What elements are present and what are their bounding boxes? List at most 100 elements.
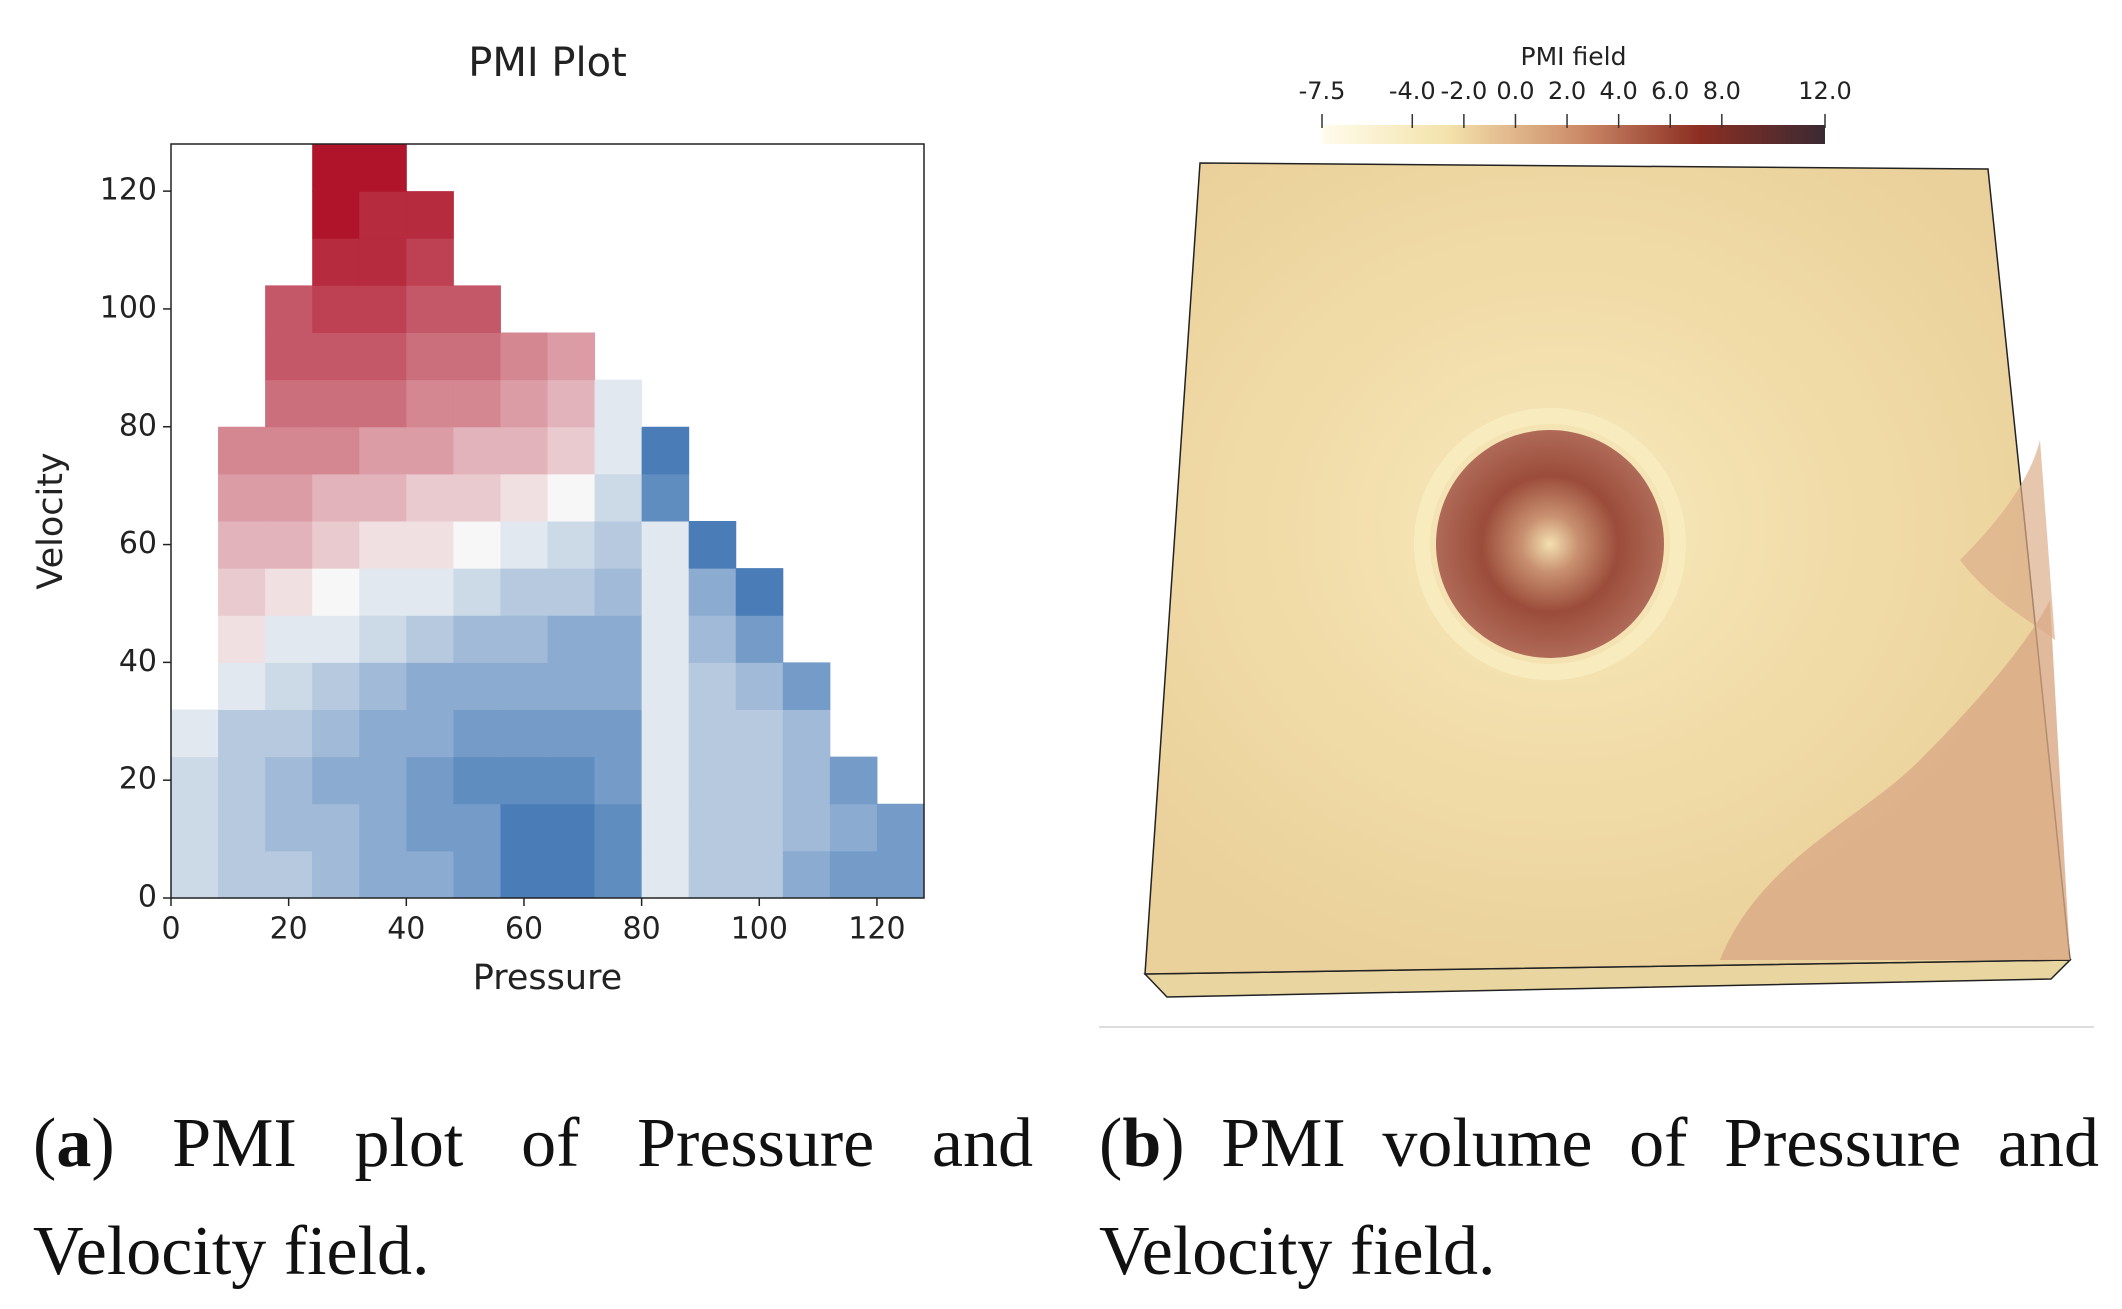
heat-cell: [265, 568, 313, 616]
colorbar-tick-label: 2.0: [1548, 77, 1586, 105]
heat-cell: [782, 709, 831, 758]
caption: (a) PMI plot of Pressure and Velocity fi…: [33, 1090, 1033, 1306]
heat-cell: [453, 521, 501, 569]
heat-cell: [594, 568, 643, 616]
heat-cell: [594, 426, 643, 475]
heat-cell: [594, 756, 643, 805]
caption: (b) PMI volume of Pressure and Velocity …: [1099, 1090, 2099, 1306]
y-tick-label: 40: [119, 644, 157, 679]
heat-cell: [688, 615, 737, 663]
heat-cell: [641, 709, 690, 758]
y-tick-label: 120: [100, 173, 157, 208]
caption-text: (: [1099, 1105, 1123, 1182]
heat-cell: [218, 568, 266, 616]
volume-patch: [1720, 600, 2070, 960]
heat-cell: [500, 850, 548, 899]
heat-cell: [171, 803, 219, 852]
heat-cell: [359, 191, 407, 239]
heat-cell: [641, 521, 690, 569]
heat-cell: [359, 615, 407, 663]
colorbar: [1322, 125, 1825, 144]
heat-cell: [547, 615, 596, 663]
colorbar-tick-label: 8.0: [1703, 77, 1741, 105]
heat-cell: [359, 426, 407, 475]
heat-cell: [688, 850, 737, 899]
heat-cell: [594, 662, 643, 710]
x-tick-label: 40: [387, 912, 425, 947]
heat-cell: [359, 285, 407, 333]
y-tick-label: 80: [119, 408, 157, 443]
heat-cell: [547, 473, 596, 522]
heat-cell: [735, 850, 784, 899]
heat-cell: [218, 709, 266, 758]
heat-cell: [359, 803, 407, 852]
heat-cell: [782, 803, 831, 852]
heat-cell: [500, 426, 548, 475]
heat-cell: [594, 521, 643, 569]
heat-cell: [265, 803, 313, 852]
heat-cell: [453, 662, 501, 710]
heat-cell: [688, 521, 737, 569]
heat-cell: [547, 662, 596, 710]
heat-cell: [406, 332, 454, 381]
plot-frame: [170, 143, 925, 899]
heat-cell: [218, 426, 266, 475]
colorbar-tick-label: -7.5: [1299, 77, 1346, 105]
heat-cell: [359, 850, 407, 899]
heat-cell: [594, 379, 643, 428]
heat-cell: [876, 850, 925, 899]
heat-cell: [594, 709, 643, 758]
heat-cell: [218, 521, 266, 569]
heat-cell: [359, 756, 407, 805]
heat-cell: [594, 850, 643, 899]
heat-cell: [312, 426, 360, 475]
heat-cell: [594, 803, 643, 852]
colorbar-tick-label: 4.0: [1600, 77, 1638, 105]
heat-cell: [312, 803, 360, 852]
heat-cell: [782, 756, 831, 805]
heat-cell: [594, 473, 643, 522]
heat-cell: [782, 850, 831, 899]
heat-cell: [547, 332, 596, 381]
heat-cell: [735, 568, 784, 616]
heat-cell: [406, 473, 454, 522]
x-axis-label: Pressure: [473, 958, 622, 998]
heat-cell: [500, 662, 548, 710]
heat-cell: [312, 332, 360, 381]
eye: [1436, 430, 1664, 658]
heat-cell: [406, 521, 454, 569]
heat-cell: [500, 332, 548, 381]
heat-cell: [359, 332, 407, 381]
heat-cell: [735, 709, 784, 758]
heat-cell: [359, 521, 407, 569]
heat-cell: [453, 615, 501, 663]
heat-cell: [688, 803, 737, 852]
heat-cell: [406, 615, 454, 663]
heat-cell: [453, 332, 501, 381]
heat-cell: [265, 379, 313, 428]
heat-cell: [641, 756, 690, 805]
heat-cell: [453, 568, 501, 616]
y-axis-label: Velocity: [31, 452, 71, 589]
heat-cell: [171, 756, 219, 805]
caption-text: ) PMI plot of Pressure and Velocity fiel…: [33, 1105, 1033, 1290]
heat-cell: [406, 191, 454, 239]
heat-cell: [453, 850, 501, 899]
heat-cell: [218, 850, 266, 899]
x-tick-label: 120: [848, 912, 905, 947]
colorbar-title: PMI field: [1521, 42, 1627, 71]
heat-cell: [406, 709, 454, 758]
eye-ring: [1414, 408, 1686, 680]
heat-cell: [312, 568, 360, 616]
heat-cell: [500, 756, 548, 805]
heat-cell: [359, 662, 407, 710]
caption-text: (: [33, 1105, 57, 1182]
heat-cell: [406, 379, 454, 428]
heat-cell: [547, 379, 596, 428]
heat-cell: [641, 568, 690, 616]
heat-cell: [312, 615, 360, 663]
heat-cell: [312, 285, 360, 333]
heat-cell: [641, 426, 690, 475]
heat-cell: [500, 473, 548, 522]
heat-cell: [594, 615, 643, 663]
